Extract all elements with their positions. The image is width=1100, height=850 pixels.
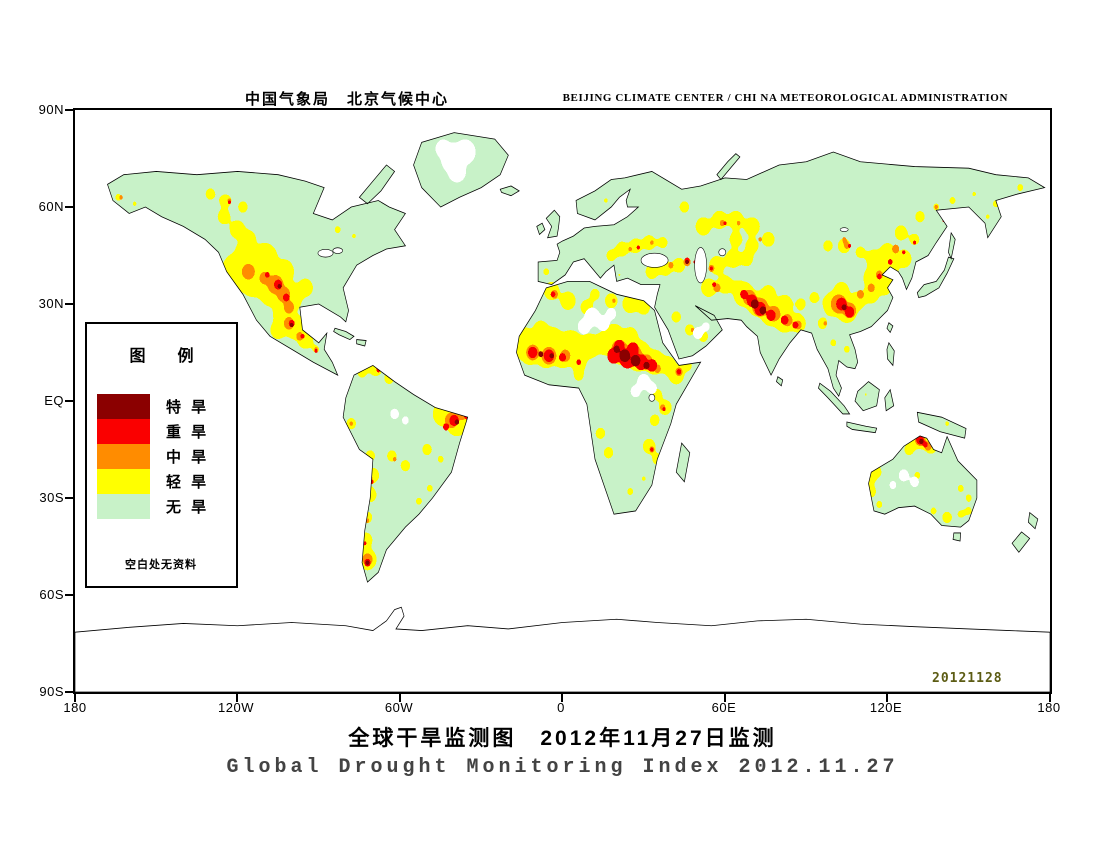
axis-tick: [1049, 694, 1051, 702]
legend-swatch-light: [97, 469, 150, 494]
legend-label-none: 无 旱: [166, 499, 210, 516]
legend-item-light: 轻 旱: [97, 469, 209, 494]
legend-swatch-severe: [97, 419, 150, 444]
antarctica: [75, 605, 1050, 692]
lat-tick-label: EQ: [44, 393, 64, 408]
legend-swatch-none: [97, 494, 150, 519]
world-map-svg: [75, 131, 1050, 692]
footer-title-cn: 全球干旱监测图 2012年11月27日监测: [348, 727, 777, 750]
axis-tick: [65, 206, 73, 208]
lon-tick-label: 180: [1037, 700, 1061, 715]
lon-tick-label: 60E: [711, 700, 737, 715]
lat-tick-label: 30N: [38, 296, 64, 311]
header-agency-cn: 中国气象局 北京气候中心: [245, 91, 450, 108]
drought-layers: [114, 139, 1025, 571]
lat-tick-label: 60N: [38, 199, 64, 214]
axis-tick: [399, 694, 401, 702]
lon-tick-label: 120W: [218, 700, 254, 715]
legend-item-moderate: 中 旱: [97, 444, 209, 469]
legend-item-none: 无 旱: [97, 494, 209, 519]
axis-tick: [236, 694, 238, 702]
legend-label-light: 轻 旱: [166, 474, 210, 491]
legend-label-extreme: 特 旱: [166, 399, 210, 416]
axis-tick: [65, 691, 73, 693]
axis-tick: [65, 303, 73, 305]
lat-tick-label: 30S: [39, 490, 64, 505]
footer-title-en: Global Drought Monitoring Index 2012.11.…: [226, 756, 899, 779]
legend-item-severe: 重 旱: [97, 419, 209, 444]
inland-seas: [317, 227, 849, 402]
legend-note: 空白处无资料: [125, 559, 197, 571]
axis-tick: [65, 109, 73, 111]
lon-tick-label: 0: [557, 700, 565, 715]
lat-tick-label: 90S: [39, 684, 64, 699]
axis-tick: [724, 694, 726, 702]
legend-swatch-extreme: [97, 394, 150, 419]
legend-label-moderate: 中 旱: [166, 449, 210, 466]
axis-tick: [65, 497, 73, 499]
axis-tick: [74, 694, 76, 702]
drought-light-layer: [114, 182, 1025, 571]
legend-swatch-moderate: [97, 444, 150, 469]
legend-title: 图 例: [129, 348, 202, 365]
axis-tick: [561, 694, 563, 702]
axis-tick: [65, 400, 73, 402]
header-agency-en: BEIJING CLIMATE CENTER / CHI NA METEOROL…: [562, 92, 1008, 104]
lat-tick-label: 90N: [38, 102, 64, 117]
no-data-patches: [389, 139, 920, 490]
date-stamp: 20121128: [932, 671, 1003, 686]
legend-item-extreme: 特 旱: [97, 394, 209, 419]
axis-tick: [65, 594, 73, 596]
legend-label-severe: 重 旱: [166, 424, 210, 441]
lon-tick-label: 60W: [384, 700, 414, 715]
lon-tick-label: 180: [63, 700, 87, 715]
legend-rows: 特 旱 重 旱 中 旱 轻 旱 无 旱: [97, 394, 209, 519]
axis-tick: [886, 694, 888, 702]
lat-tick-label: 60S: [39, 587, 64, 602]
legend-box: 图 例 特 旱 重 旱 中 旱 轻 旱 无 旱 空白处无资料: [85, 322, 238, 588]
lon-tick-label: 120E: [869, 700, 903, 715]
drought-extreme-layer: [277, 259, 924, 566]
